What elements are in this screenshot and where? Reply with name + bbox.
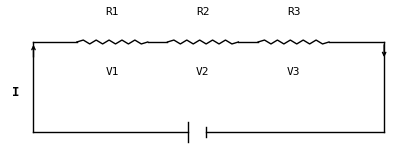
Text: R2: R2 — [196, 7, 210, 17]
Text: I: I — [12, 87, 20, 99]
Text: V3: V3 — [287, 67, 300, 77]
Text: –: – — [221, 145, 226, 150]
Text: R3: R3 — [287, 7, 300, 17]
Text: V1: V1 — [106, 67, 119, 77]
Text: V2: V2 — [196, 67, 210, 77]
Text: R1: R1 — [106, 7, 119, 17]
